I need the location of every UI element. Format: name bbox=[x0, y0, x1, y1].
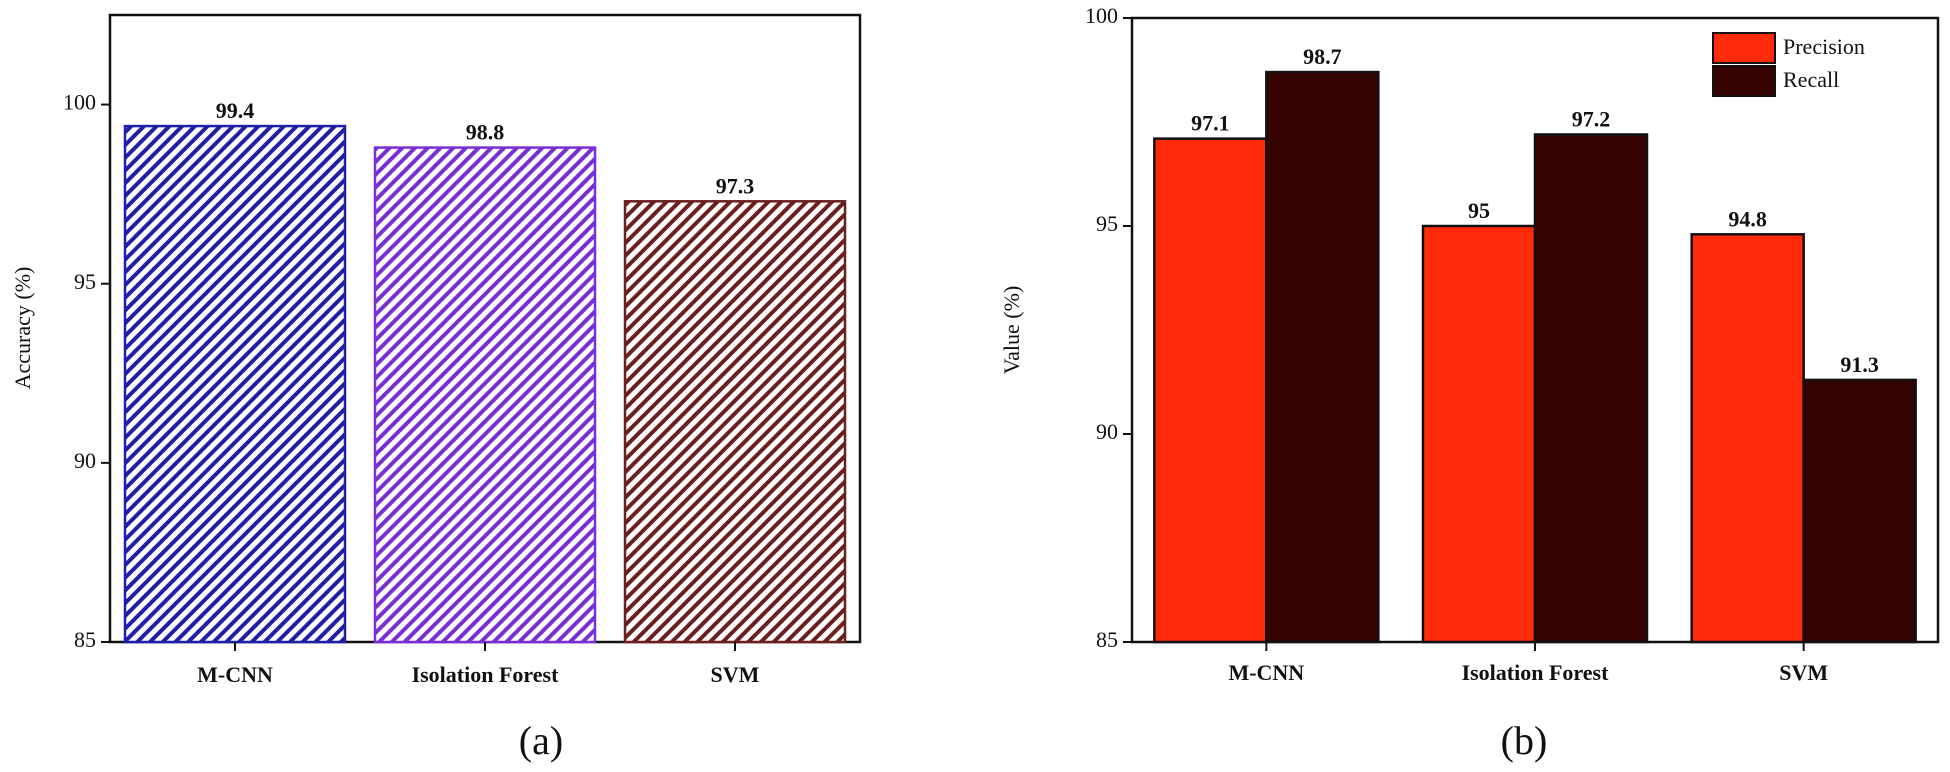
data-label-recall-2: 97.2 bbox=[1572, 106, 1611, 131]
bar-accuracy-1 bbox=[123, 124, 347, 644]
bar-accuracy-2 bbox=[373, 146, 597, 644]
bar-recall-3 bbox=[1802, 378, 1917, 644]
panel-label-b: (b) bbox=[1501, 718, 1548, 763]
bars-b: 97.1 98.7 95 97.2 94.8 91.3 bbox=[1153, 44, 1917, 644]
bar-accuracy-3 bbox=[623, 200, 847, 644]
bar-precision-1 bbox=[1153, 137, 1268, 644]
legend: Precision Recall bbox=[1712, 32, 1865, 97]
data-label-accuracy-1: 99.4 bbox=[216, 98, 255, 123]
y-tick-label-b: 100 bbox=[1085, 3, 1118, 28]
y-ticks-b: 85 90 95 100 bbox=[1085, 3, 1132, 652]
y-tick-label-a: 95 bbox=[74, 269, 96, 294]
chart-accuracy: Accuracy (%) 85 90 95 100 99.4 98.8 97.3 M-CN… bbox=[10, 13, 862, 763]
y-tick-label-a: 85 bbox=[74, 627, 96, 652]
panel-label-a: (a) bbox=[519, 718, 563, 763]
y-axis-label-a: Accuracy (%) bbox=[10, 267, 35, 390]
y-tick-label-a: 100 bbox=[63, 90, 96, 115]
y-tick-label-b: 95 bbox=[1096, 211, 1118, 236]
x-tick-label-a: SVM bbox=[711, 662, 760, 687]
bar-recall-1 bbox=[1265, 70, 1380, 644]
data-label-accuracy-2: 98.8 bbox=[466, 120, 505, 145]
bar-precision-3 bbox=[1690, 233, 1805, 644]
data-label-recall-1: 98.7 bbox=[1303, 44, 1342, 69]
x-ticks-b: M-CNN Isolation Forest SVM bbox=[1228, 642, 1828, 685]
legend-label-precision: Precision bbox=[1783, 34, 1865, 59]
bar-precision-2 bbox=[1421, 224, 1537, 644]
chart-precision-recall: Value (%) 85 90 95 100 97.1 98.7 95 97.2 94.8 91… bbox=[999, 3, 1940, 763]
x-tick-label-b: SVM bbox=[1779, 660, 1828, 685]
x-tick-label-b: M-CNN bbox=[1228, 660, 1304, 685]
x-tick-label-a: Isolation Forest bbox=[412, 662, 560, 687]
x-ticks-a: M-CNN Isolation Forest SVM bbox=[197, 642, 760, 687]
y-tick-label-b: 90 bbox=[1096, 419, 1118, 444]
x-tick-label-a: M-CNN bbox=[197, 662, 273, 687]
x-tick-label-b: Isolation Forest bbox=[1462, 660, 1610, 685]
data-label-recall-3: 91.3 bbox=[1840, 352, 1879, 377]
data-label-accuracy-3: 97.3 bbox=[716, 173, 755, 198]
bar-recall-2 bbox=[1533, 133, 1649, 644]
legend-swatch-recall bbox=[1712, 65, 1776, 97]
legend-label-recall: Recall bbox=[1783, 67, 1839, 92]
data-label-precision-3: 94.8 bbox=[1728, 206, 1767, 231]
bars-a: 99.4 98.8 97.3 bbox=[123, 98, 847, 644]
data-label-precision-2: 95 bbox=[1468, 198, 1490, 223]
y-tick-label-a: 90 bbox=[74, 448, 96, 473]
legend-swatch-precision bbox=[1712, 32, 1776, 64]
y-tick-label-b: 85 bbox=[1096, 627, 1118, 652]
y-ticks-a: 85 90 95 100 bbox=[63, 90, 110, 652]
y-axis-label-b: Value (%) bbox=[999, 286, 1024, 375]
data-label-precision-1: 97.1 bbox=[1191, 111, 1230, 136]
